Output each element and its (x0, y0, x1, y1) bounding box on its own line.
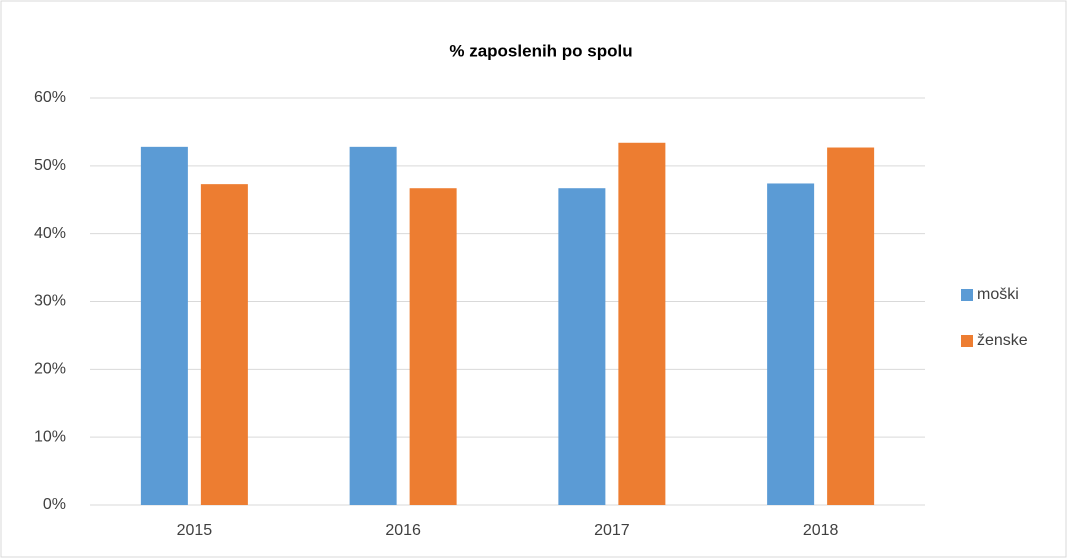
x-tick-label: 2016 (385, 522, 421, 539)
legend-swatch (961, 289, 973, 301)
y-tick-label: 30% (34, 293, 66, 310)
bar (618, 142, 666, 505)
x-tick-label: 2017 (594, 522, 630, 539)
bar (767, 183, 815, 505)
legend-swatch (961, 335, 973, 347)
chart-title: % zaposlenih po spolu (449, 41, 632, 60)
y-tick-label: 60% (34, 89, 66, 106)
y-tick-label: 50% (34, 157, 66, 174)
bar (409, 188, 457, 506)
bar (140, 146, 188, 505)
bar (558, 188, 606, 506)
y-tick-label: 0% (43, 496, 66, 513)
y-tick-label: 20% (34, 361, 66, 378)
bar (200, 184, 248, 506)
legend-label: moški (977, 286, 1019, 303)
bar (349, 146, 397, 505)
bar (827, 147, 875, 506)
legend-label: ženske (977, 332, 1028, 349)
y-tick-label: 40% (34, 225, 66, 242)
x-tick-label: 2015 (177, 522, 213, 539)
x-tick-label: 2018 (803, 522, 839, 539)
y-tick-label: 10% (34, 428, 66, 445)
